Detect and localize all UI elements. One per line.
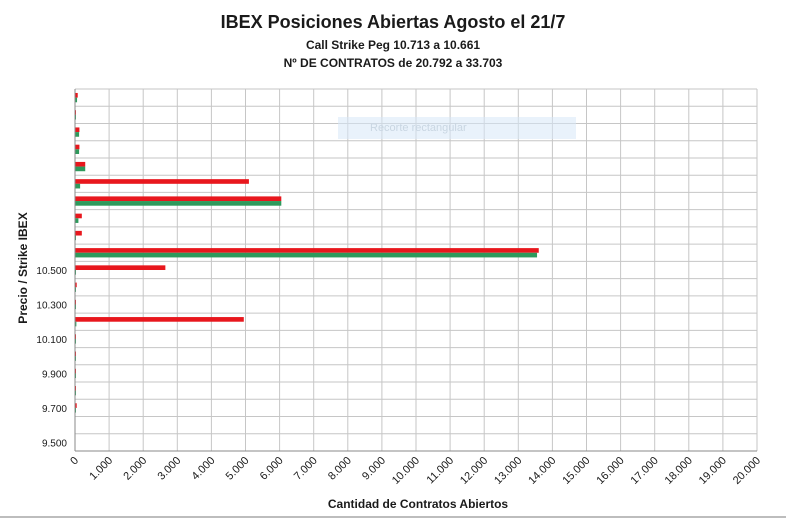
bar-green <box>75 149 80 154</box>
x-tick-label: 10.000 <box>390 455 422 487</box>
x-tick-label: 18.000 <box>663 455 695 487</box>
bar-red <box>75 265 166 270</box>
bar-green <box>75 183 81 189</box>
x-tick-label: 0 <box>68 455 81 468</box>
bar-red <box>75 196 282 202</box>
y-tick-label: 10.300 <box>36 300 67 311</box>
x-tick-label: 2.000 <box>121 455 149 483</box>
bar-red <box>75 161 86 167</box>
chart-subtitle-strike: Call Strike Peg 10.713 a 10.661 <box>305 38 481 52</box>
x-tick-label: 17.000 <box>629 455 661 487</box>
chart-title: IBEX Posiciones Abiertas Agosto el 21/7 <box>220 12 566 32</box>
bottom-divider <box>0 516 786 518</box>
bar-red <box>75 213 82 219</box>
bar-green <box>75 97 78 103</box>
x-tick-label: 15.000 <box>560 455 592 487</box>
x-tick-label: 12.000 <box>458 455 490 487</box>
y-axis-label: Precio / Strike IBEX <box>16 212 30 323</box>
snipping-tool-label: Recorte rectangular <box>338 117 576 139</box>
bar-red <box>75 317 244 322</box>
x-tick-label: 13.000 <box>492 455 524 487</box>
bar-red <box>75 179 249 184</box>
bar-red <box>75 230 82 236</box>
x-tick-label: 19.000 <box>697 455 729 487</box>
y-tick-label: 10.500 <box>36 266 67 277</box>
y-tick-label: 9.700 <box>42 404 67 415</box>
bar-red <box>75 282 77 288</box>
tick-labels: 0 1.000 2.000 3.000 4.000 5.000 6.000 7.000 8.00… <box>36 266 763 487</box>
axes <box>74 89 757 452</box>
x-tick-label: 7.000 <box>292 455 320 483</box>
y-tick-label: 10.100 <box>36 335 67 346</box>
x-tick-label: 6.000 <box>258 455 286 483</box>
x-tick-label: 4.000 <box>190 455 218 483</box>
x-tick-label: 16.000 <box>594 455 626 487</box>
bar-red <box>75 144 80 150</box>
bar-red <box>75 248 539 253</box>
y-tick-label: 9.900 <box>42 369 67 380</box>
y-tick-label: 9.500 <box>42 438 67 449</box>
bar-green <box>75 166 86 172</box>
x-tick-label: 9.000 <box>360 455 388 483</box>
bar-red <box>75 127 80 133</box>
bar-green <box>75 321 77 327</box>
x-tick-label: 5.000 <box>224 455 252 483</box>
bars <box>75 92 539 413</box>
x-tick-label: 3.000 <box>155 455 183 483</box>
x-axis-label: Cantidad de Contratos Abiertos <box>328 497 509 511</box>
bar-green <box>75 218 79 223</box>
x-tick-label: 11.000 <box>425 455 457 487</box>
bar-red <box>75 92 78 98</box>
grid-lines <box>74 88 758 452</box>
x-tick-label: 20.000 <box>731 455 763 487</box>
bar-green <box>75 252 538 258</box>
x-tick-label: 1.000 <box>87 455 115 483</box>
bar-green <box>75 132 80 137</box>
x-tick-label: 8.000 <box>326 455 354 483</box>
x-tick-label: 14.000 <box>526 455 558 487</box>
bar-green <box>75 201 282 206</box>
chart-subtitle-contracts: Nº DE CONTRATOS de 20.792 a 33.703 <box>283 56 503 70</box>
bar-red <box>75 403 77 408</box>
